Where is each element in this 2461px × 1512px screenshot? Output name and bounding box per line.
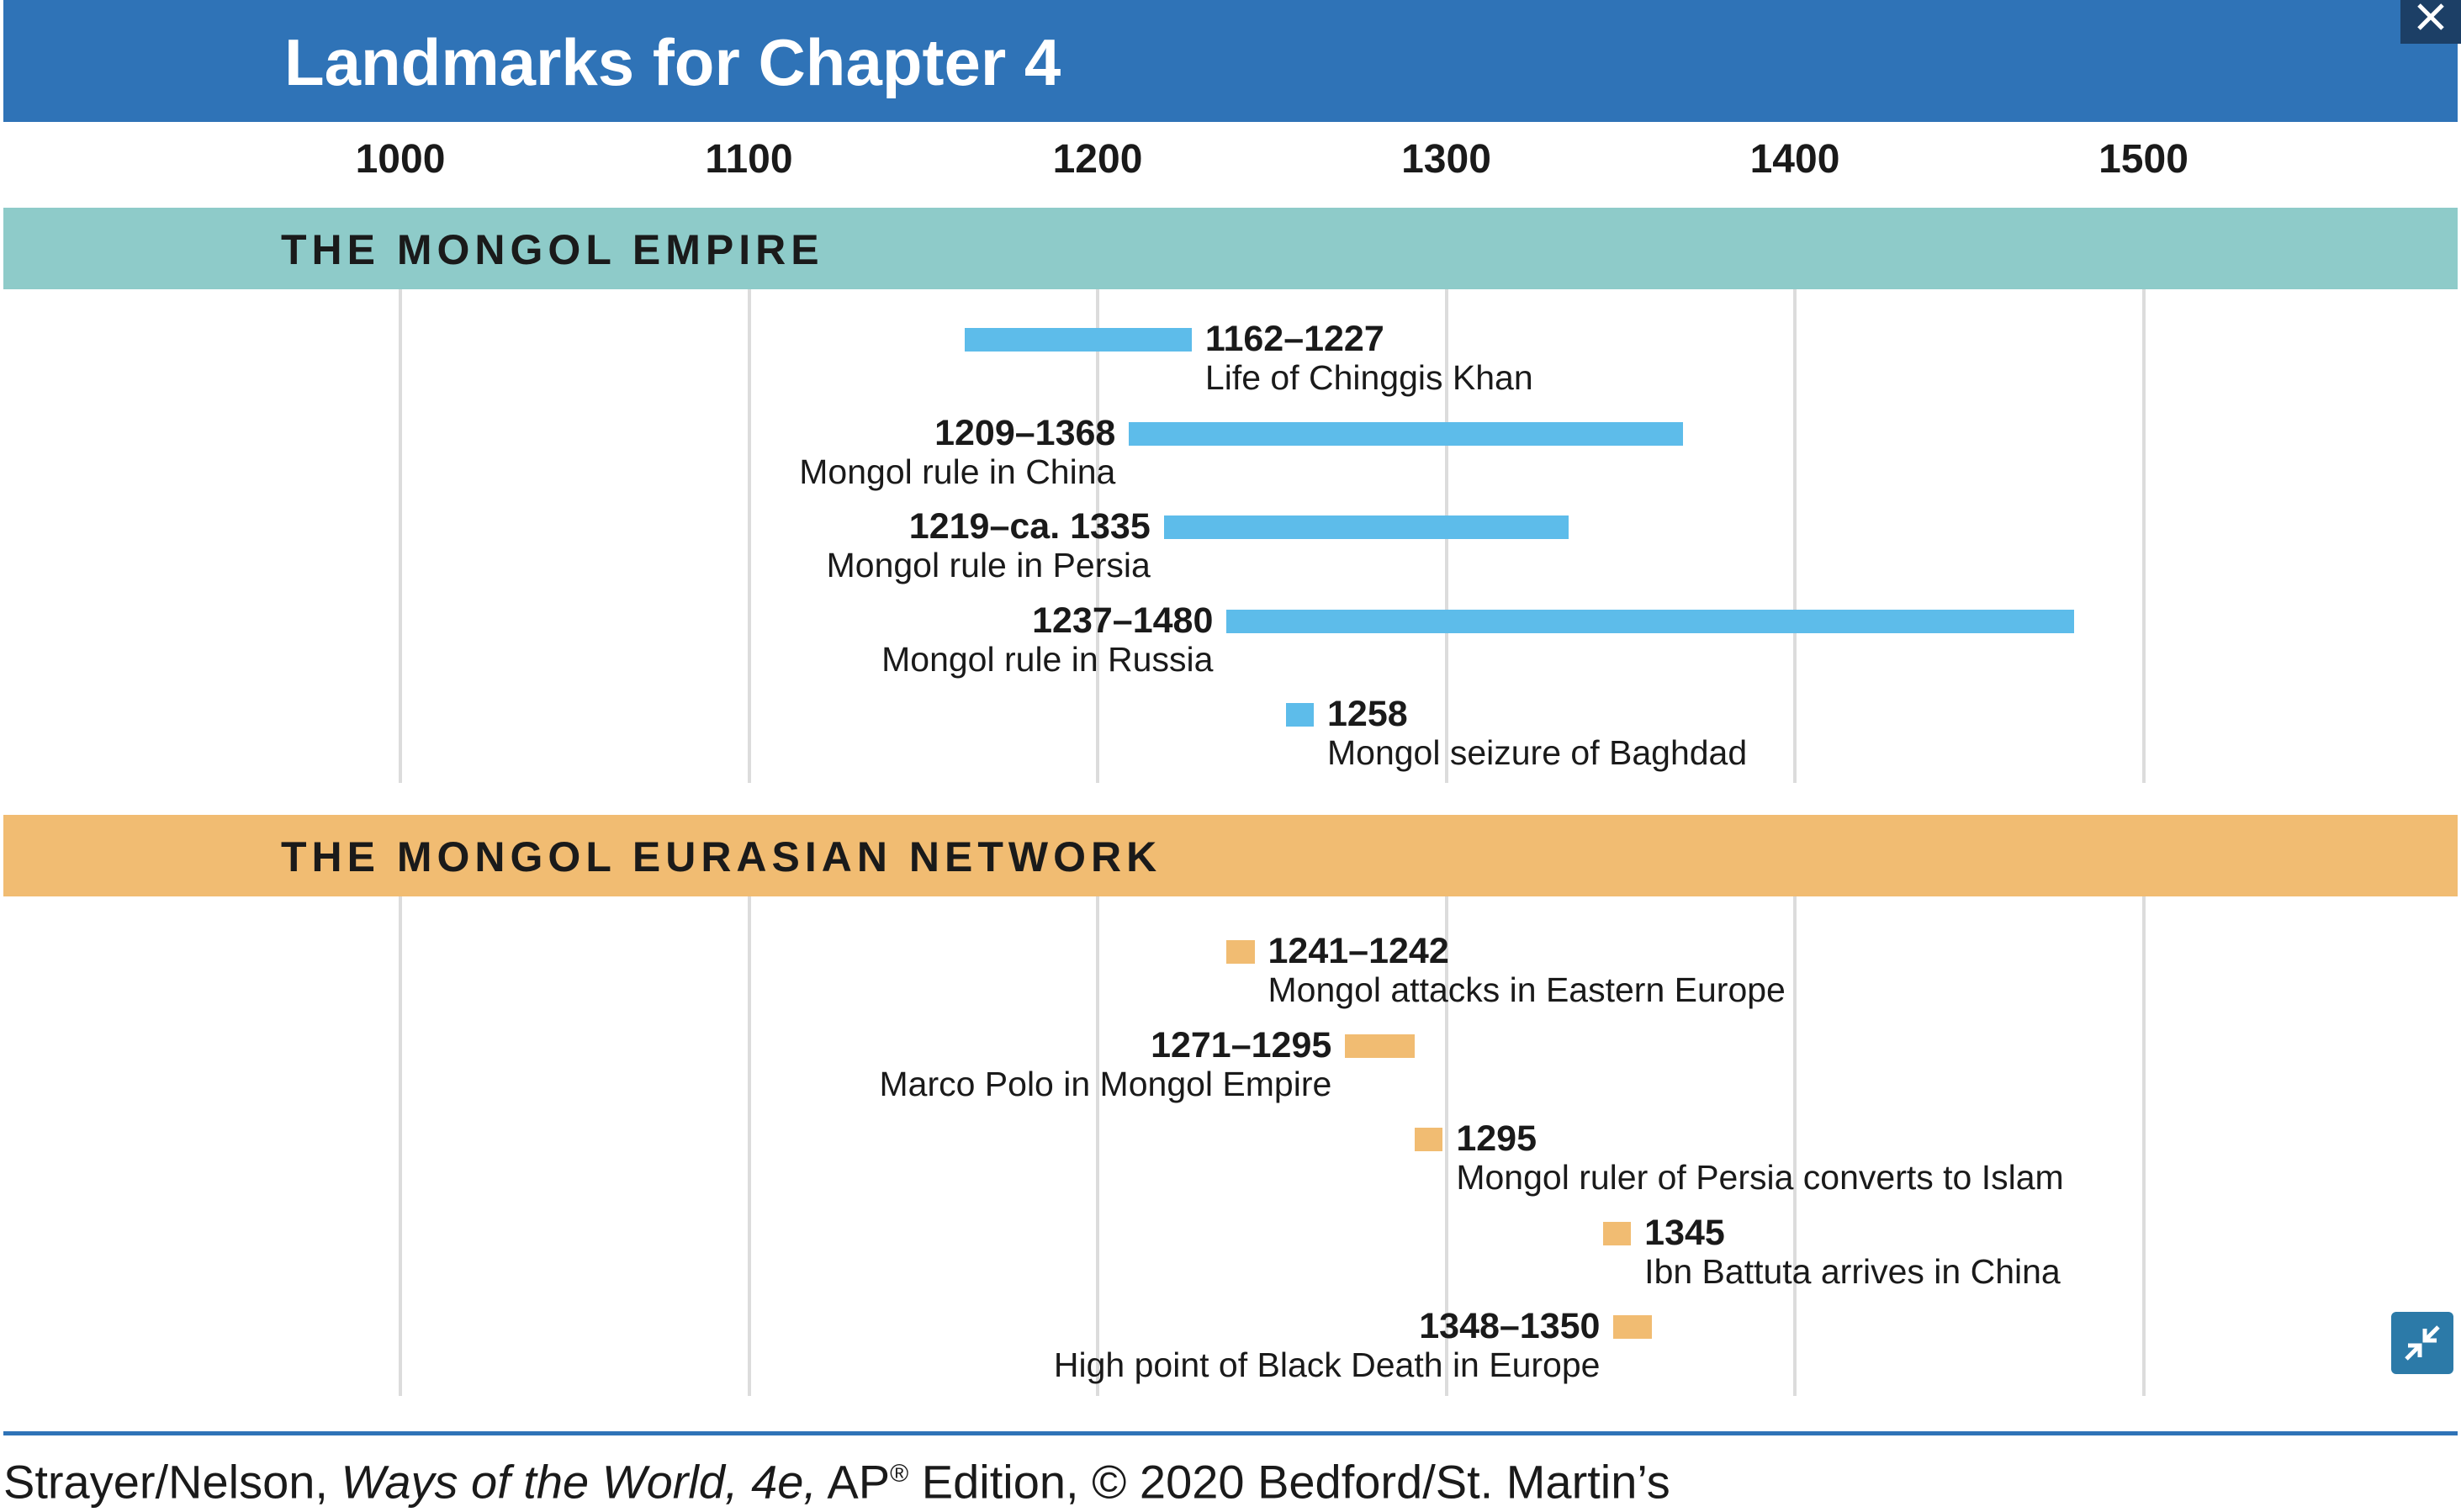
section-band-mongol-empire: THE MONGOL EMPIRE — [3, 208, 2458, 289]
event-description: Mongol rule in Russia — [881, 639, 1214, 679]
collapse-button[interactable] — [2391, 1312, 2453, 1374]
axis-tick-label: 1400 — [1749, 137, 1840, 182]
event-bar — [1163, 515, 1569, 539]
event-date: 1162–1227 — [1204, 319, 1384, 359]
section-band-eurasian-network: THE MONGOL EURASIAN NETWORK — [3, 815, 2458, 896]
event-date: 1219–ca. 1335 — [908, 506, 1151, 547]
event-date: 1258 — [1326, 694, 1408, 734]
credit-registered-mark: ® — [890, 1460, 909, 1488]
event-date: 1241–1242 — [1268, 931, 1449, 971]
page-title: Landmarks for Chapter 4 — [284, 25, 1061, 99]
credit-ap: AP — [816, 1455, 891, 1509]
axis-tick-label: 1300 — [1401, 137, 1491, 182]
grid-line — [747, 289, 751, 783]
event-date: 1348–1350 — [1419, 1306, 1601, 1346]
event-description: Life of Chinggis Khan — [1204, 358, 1533, 397]
event-label: 1241–1242 Mongol attacks in Eastern Europ… — [1268, 932, 1786, 1009]
event-label: 1219–ca. 1335 Mongol rule in Persia — [827, 507, 1151, 584]
header-bar: Landmarks for Chapter 4 — [3, 0, 2458, 122]
section-title: THE MONGOL EMPIRE — [281, 226, 824, 273]
grid-line — [399, 289, 402, 783]
event-bar — [1345, 1034, 1416, 1058]
event-label: 1271–1295 Marco Polo in Mongol Empire — [880, 1026, 1332, 1103]
grid-line — [2141, 896, 2146, 1396]
event-description: Mongol attacks in Eastern Europe — [1268, 970, 1786, 1009]
close-button[interactable] — [2400, 0, 2461, 44]
event-description: Marco Polo in Mongol Empire — [879, 1064, 1332, 1103]
grid-line — [1444, 896, 1448, 1396]
event-description: Mongol rule in Persia — [826, 546, 1151, 584]
credit-authors: Strayer/Nelson, — [3, 1455, 341, 1509]
event-description: Mongol ruler of Persia converts to Islam — [1456, 1158, 2064, 1197]
grid-line — [1096, 896, 1099, 1396]
event-date: 1209–1368 — [934, 412, 1116, 453]
event-label: 1295 Mongol ruler of Persia converts to I… — [1456, 1119, 2063, 1197]
event-date: 1237–1480 — [1032, 600, 1214, 641]
grid-line — [2141, 289, 2146, 783]
event-date: 1295 — [1456, 1118, 1537, 1159]
event-label: 1258 Mongol seizure of Baghdad — [1327, 695, 1747, 772]
event-bar — [965, 328, 1192, 352]
axis-tick-label: 1500 — [2098, 137, 2188, 182]
axis-tick-label: 1000 — [355, 137, 446, 182]
grid-line — [399, 896, 402, 1396]
footer-divider — [3, 1431, 2458, 1435]
event-date: 1345 — [1644, 1212, 1725, 1253]
event-bar — [1285, 703, 1314, 727]
event-label: 1237–1480 Mongol rule in Russia — [881, 601, 1213, 679]
event-bar — [1226, 940, 1255, 964]
close-icon — [2417, 3, 2444, 30]
section-title: THE MONGOL EURASIAN NETWORK — [281, 833, 1162, 880]
event-label: 1345 Ibn Battuta arrives in China — [1644, 1213, 2061, 1291]
event-description: High point of Black Death in Europe — [1053, 1345, 1601, 1384]
event-label: 1162–1227 Life of Chinggis Khan — [1205, 320, 1533, 397]
collapse-icon — [2405, 1325, 2440, 1361]
grid-line — [747, 896, 751, 1396]
grid-line — [1793, 896, 1797, 1396]
grid-line — [1096, 289, 1099, 783]
credit-publisher: Edition, © 2020 Bedford/St. Martin’s — [908, 1455, 1670, 1509]
axis-tick-label: 1100 — [705, 137, 793, 182]
event-label: 1348–1350 High point of Black Death in Eu… — [1054, 1307, 1601, 1384]
credit-book-title: Ways of the World, 4e, — [341, 1455, 817, 1509]
event-description: Mongol seizure of Baghdad — [1326, 733, 1748, 772]
event-description: Mongol rule in China — [799, 452, 1116, 491]
event-label: 1209–1368 Mongol rule in China — [799, 414, 1115, 491]
event-bar — [1415, 1128, 1443, 1151]
source-credit: Strayer/Nelson, Ways of the World, 4e, A… — [3, 1445, 1670, 1512]
event-bar — [1603, 1221, 1632, 1245]
event-bar — [1129, 421, 1684, 446]
axis-tick-label: 1200 — [1052, 137, 1143, 182]
grid-line — [1793, 289, 1797, 783]
event-date: 1271–1295 — [1151, 1024, 1332, 1065]
event-bar — [1226, 609, 2074, 633]
event-bar — [1613, 1315, 1653, 1339]
event-description: Ibn Battuta arrives in China — [1644, 1251, 2061, 1291]
